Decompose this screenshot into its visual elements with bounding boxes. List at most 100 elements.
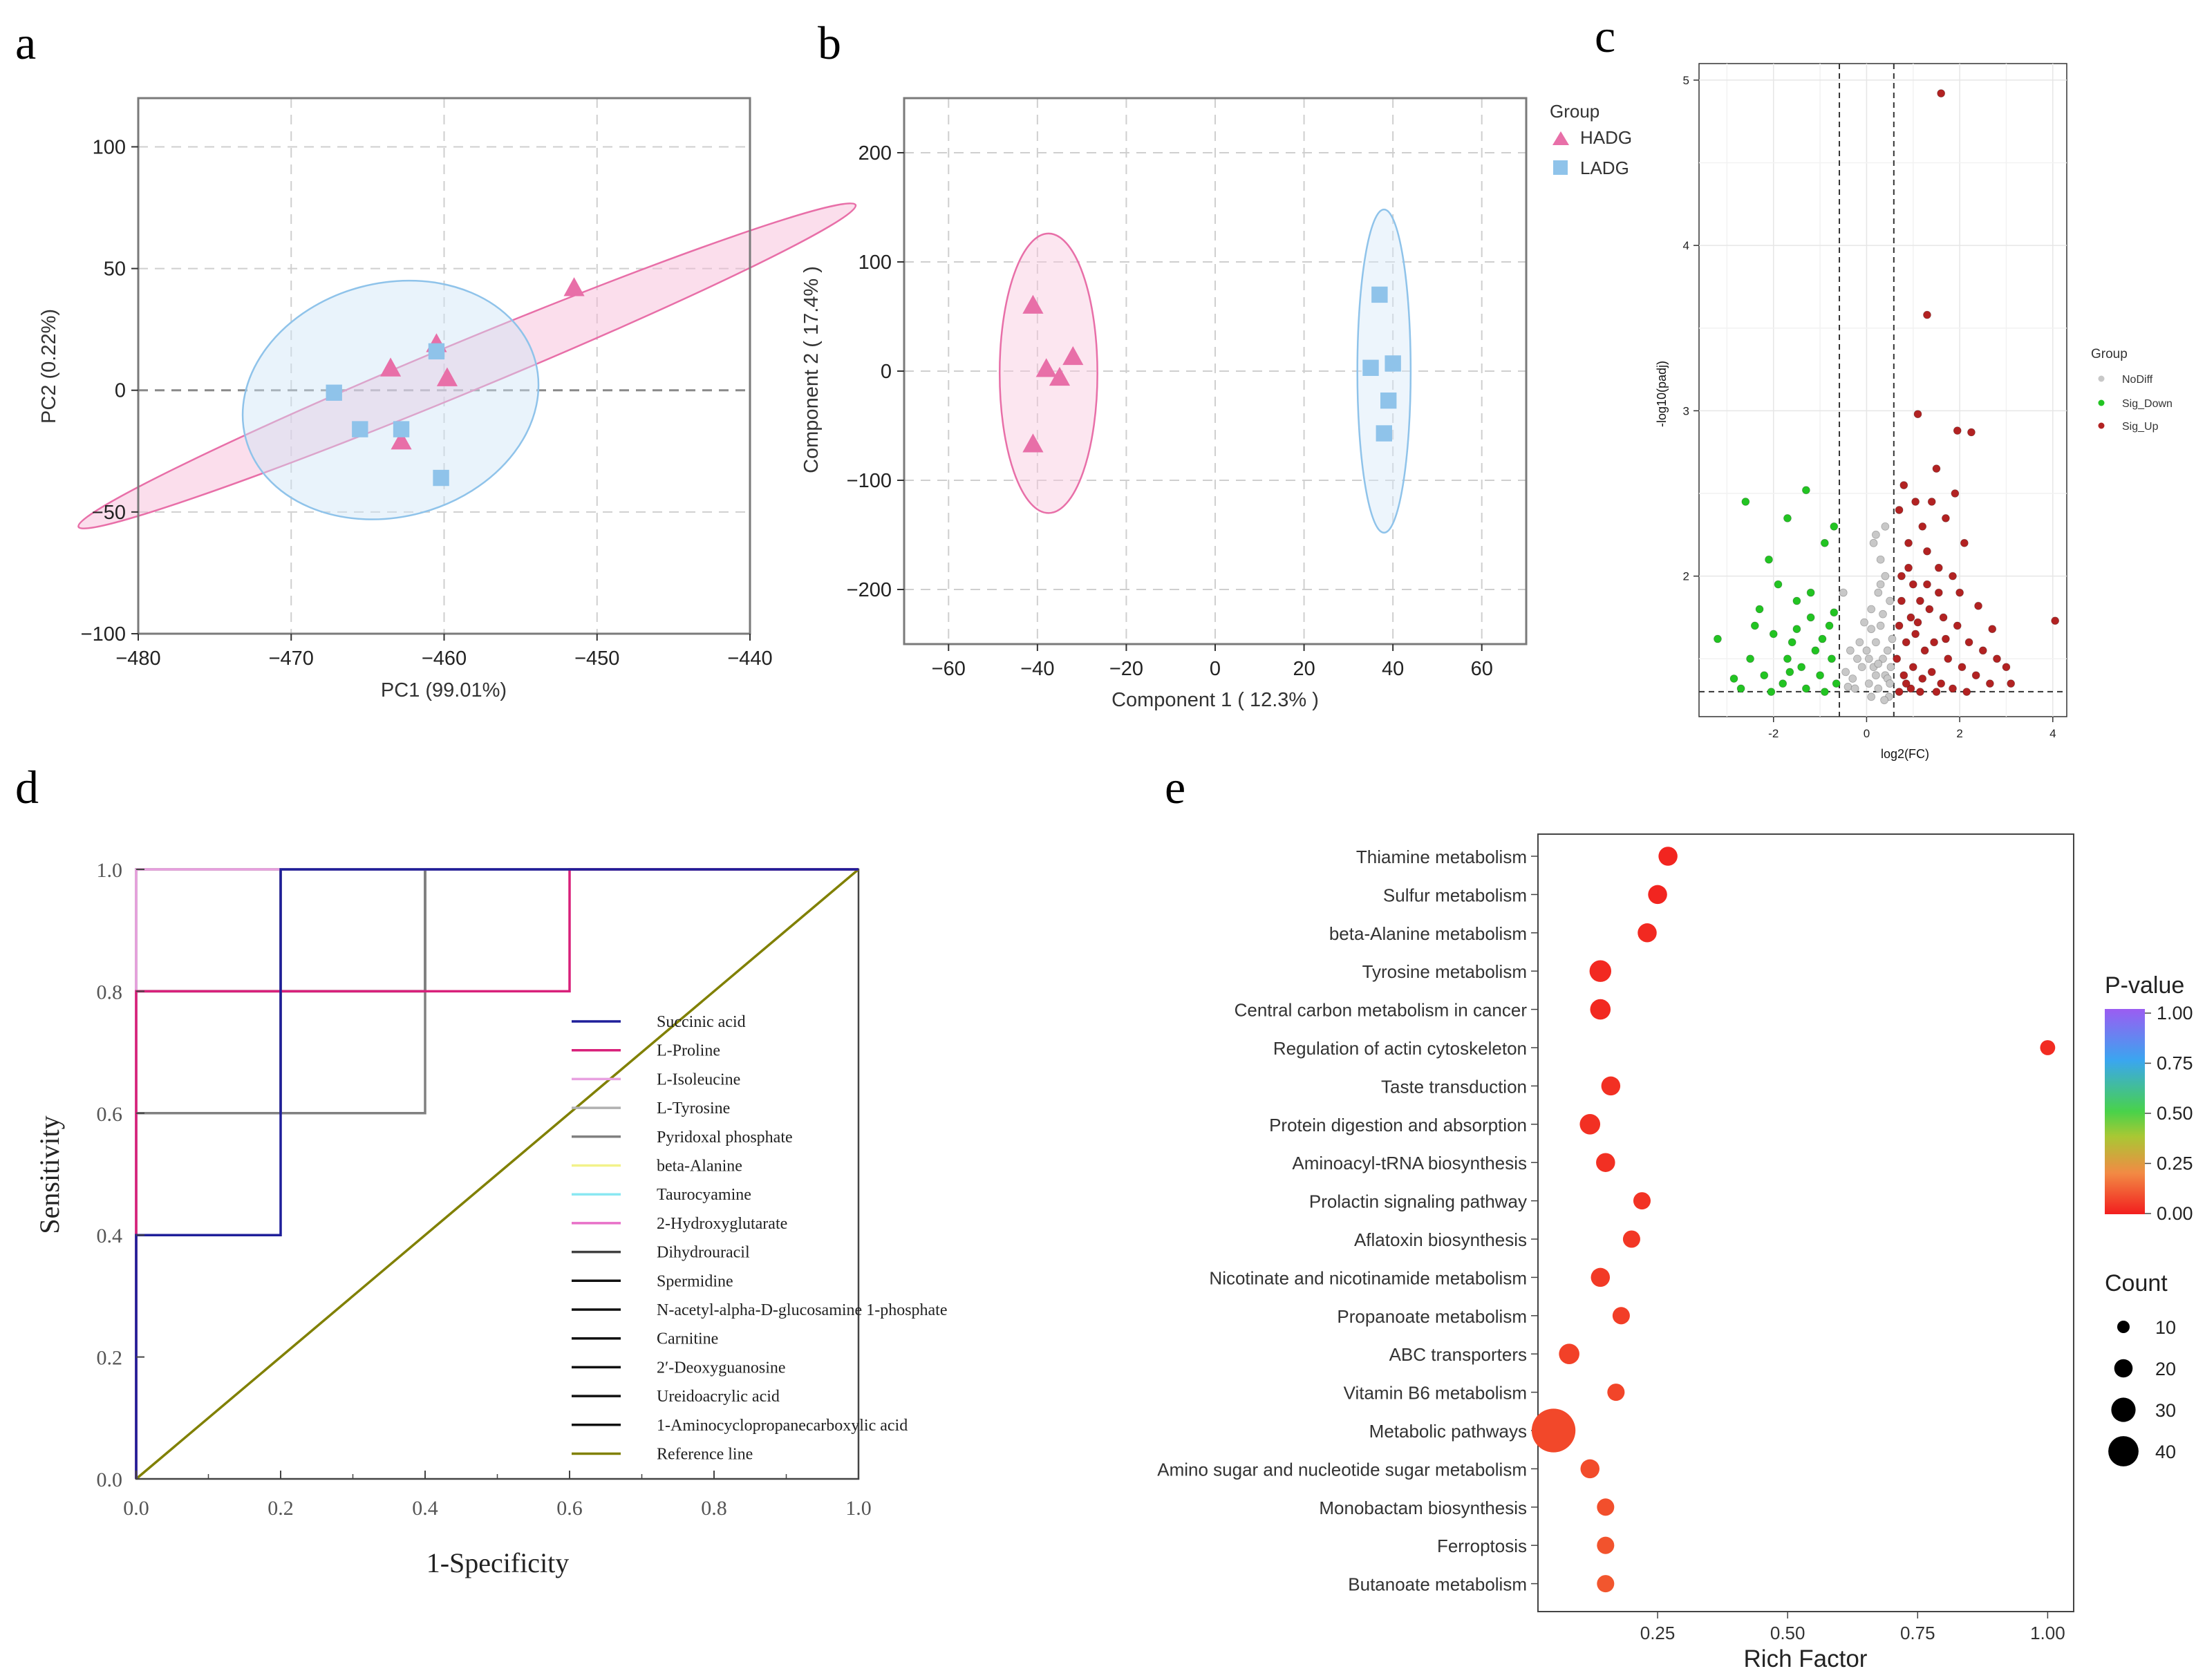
panel-label-c: c <box>1595 10 1615 62</box>
c-point-sig_down <box>1729 674 1738 683</box>
e-pathway-dot <box>1596 1153 1615 1172</box>
d-legend-label: Taurocyamine <box>657 1186 751 1204</box>
c-point-nodiff <box>1876 621 1885 630</box>
a-x-tick-label: −480 <box>115 648 160 670</box>
panel-d-y-label: Sensitivity <box>34 1115 65 1234</box>
c-point-sig_down <box>1736 684 1745 693</box>
b-x-tick-label: 40 <box>1382 658 1404 680</box>
e-pathway-label: Thiamine metabolism <box>1356 847 1527 867</box>
panel-b-y-ticks: −200 −100 0 100 200 <box>847 142 904 601</box>
c-point-sig_down <box>1741 498 1750 506</box>
a-x-tick-label: −440 <box>727 648 772 670</box>
c-point-sig_up <box>1923 547 1931 556</box>
c-point-sig_down <box>1755 605 1764 614</box>
a-x-tick-label: −460 <box>422 648 467 670</box>
c-point-sig_up <box>1930 638 1938 647</box>
e-pathway-dot <box>2040 1040 2056 1055</box>
c-point-sig_down <box>1816 671 1824 680</box>
panel-d-x-ticks: 0.0 0.2 0.4 0.6 0.8 1.0 <box>123 1471 872 1520</box>
e-pathway-dot <box>1590 999 1611 1020</box>
c-point-sig_up <box>1913 410 1922 419</box>
e-pathway-label: Monobactam biosynthesis <box>1319 1498 1527 1518</box>
c-point-sig_down <box>1820 538 1829 547</box>
count-legend-title: Count <box>2105 1270 2168 1296</box>
b-point-ladg <box>1376 425 1392 442</box>
c-point-sig_down <box>1779 679 1788 688</box>
e-pathway-label: Prolactin signaling pathway <box>1309 1191 1527 1212</box>
c-point-nodiff <box>1874 684 1883 693</box>
d-x-tick-label: 0.4 <box>412 1497 438 1520</box>
c-x-tick-label: 2 <box>1956 727 1962 740</box>
c-point-nodiff <box>1869 538 1878 547</box>
a-ellipse-ladg <box>241 279 540 520</box>
a-point-ladg <box>393 421 410 437</box>
c-point-sig_up <box>2051 616 2060 625</box>
c-point-sig_up <box>1915 596 1924 605</box>
b-point-hadg <box>1022 294 1044 314</box>
c-point-sig_down <box>1792 625 1801 634</box>
panel-b-grid <box>904 98 1526 644</box>
c-point-sig_down <box>1769 630 1778 639</box>
c-point-sig_up <box>1897 572 1906 581</box>
panel-b-legend-ladg: LADG <box>1580 158 1629 178</box>
count-legend-label: 20 <box>2155 1359 2176 1379</box>
e-pathway-label: Central carbon metabolism in cancer <box>1235 1000 1528 1021</box>
panel-c-x-label: log2(FC) <box>1881 747 1929 761</box>
d-y-tick-label: 0.0 <box>97 1469 123 1491</box>
legend-ladg-square-icon <box>1553 160 1568 175</box>
panel-b-x-label: Component 1 ( 12.3% ) <box>1111 689 1319 711</box>
b-point-ladg <box>1362 359 1379 376</box>
a-point-ladg <box>326 384 342 401</box>
d-legend-label: 2-Hydroxyglutarate <box>657 1215 787 1233</box>
c-point-sig_up <box>1899 481 1908 489</box>
c-y-tick-label: 5 <box>1683 74 1689 87</box>
b-y-tick-label: −100 <box>847 470 892 492</box>
c-point-sig_up <box>1937 679 1946 688</box>
legend-nodiff-dot-icon <box>2098 375 2105 382</box>
e-x-tick-label: 0.25 <box>1640 1623 1676 1643</box>
d-legend-label: L-Tyrosine <box>657 1099 730 1117</box>
c-point-sig_up <box>1993 654 2001 663</box>
c-point-nodiff <box>1864 679 1873 688</box>
d-legend-label: Succinic acid <box>657 1013 746 1031</box>
c-point-nodiff <box>1855 638 1864 647</box>
e-pathway-label: ABC transporters <box>1389 1344 1527 1365</box>
a-point-ladg <box>433 469 449 487</box>
b-y-tick-label: −200 <box>847 579 892 601</box>
c-x-tick-label: 0 <box>1864 727 1870 740</box>
panel-label-b: b <box>818 17 841 69</box>
c-point-nodiff <box>1880 696 1888 704</box>
c-point-sig_down <box>1746 654 1754 663</box>
c-point-nodiff <box>1871 530 1880 539</box>
panel-b-legend-title: Group <box>1550 101 1599 122</box>
b-ellipse-ladg <box>1356 208 1412 534</box>
c-point-nodiff <box>1871 671 1880 680</box>
panel-c-legend-nodiff: NoDiff <box>2122 374 2153 386</box>
c-point-nodiff <box>1888 634 1897 643</box>
pvalue-tick-label: 0.75 <box>2157 1053 2193 1074</box>
panel-c-legend-title: Group <box>2091 347 2128 361</box>
c-point-nodiff <box>1839 588 1848 597</box>
c-point-nodiff <box>1860 618 1868 627</box>
d-legend-label: Ureidoacrylic acid <box>657 1388 780 1406</box>
c-point-nodiff <box>1879 654 1887 663</box>
d-legend-label: Pyridoxal phosphate <box>657 1129 793 1146</box>
e-pathway-label: Propanoate metabolism <box>1337 1306 1527 1327</box>
c-y-tick-label: 4 <box>1683 239 1689 252</box>
c-point-sig_down <box>1792 596 1801 605</box>
pvalue-legend-title: P-value <box>2105 972 2184 999</box>
panel-c-points <box>1714 89 2060 704</box>
d-y-tick-label: 0.4 <box>97 1225 123 1247</box>
panel-e-x-ticks: 0.25 0.50 0.75 1.00 <box>1640 1612 2065 1643</box>
panel-c-frame <box>1698 63 2067 717</box>
d-x-tick-label: 1.0 <box>845 1497 872 1520</box>
e-pathway-label: Metabolic pathways <box>1369 1421 1527 1442</box>
d-legend-label: Spermidine <box>657 1272 733 1290</box>
c-point-sig_down <box>1830 522 1839 531</box>
c-point-sig_up <box>1978 646 1987 655</box>
pvalue-colorbar <box>2105 1009 2145 1214</box>
panel-e-pathway-rows: Thiamine metabolism Sulfur metabolism beta… <box>1157 847 2056 1595</box>
c-point-sig_up <box>1934 563 1943 572</box>
